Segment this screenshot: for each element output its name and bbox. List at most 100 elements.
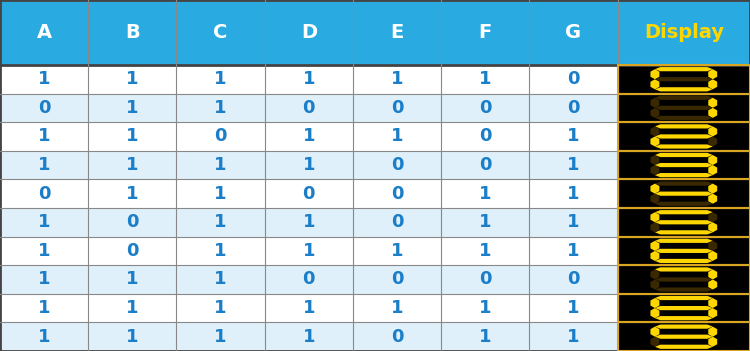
Text: 1: 1: [479, 70, 491, 88]
Text: 1: 1: [391, 70, 404, 88]
Bar: [176, 151, 265, 179]
Bar: [265, 122, 353, 151]
Text: 0: 0: [479, 156, 491, 174]
Polygon shape: [655, 249, 712, 253]
Text: G: G: [566, 23, 581, 42]
Polygon shape: [655, 306, 712, 310]
Bar: [441, 294, 530, 322]
Bar: [530, 65, 618, 94]
Polygon shape: [708, 270, 717, 279]
Text: 0: 0: [567, 271, 580, 289]
Bar: [0, 322, 88, 351]
Bar: [0, 237, 88, 265]
Text: 0: 0: [567, 70, 580, 88]
Bar: [88, 265, 176, 294]
Bar: [265, 94, 353, 122]
Text: 1: 1: [214, 242, 226, 260]
Bar: [0, 208, 88, 237]
Polygon shape: [650, 212, 659, 222]
Text: 0: 0: [38, 99, 50, 117]
Text: B: B: [125, 23, 140, 42]
Text: 1: 1: [567, 242, 580, 260]
Text: 1: 1: [214, 299, 226, 317]
Bar: [530, 265, 618, 294]
Bar: [176, 179, 265, 208]
Text: 1: 1: [214, 271, 226, 289]
Polygon shape: [650, 184, 659, 194]
Bar: [618, 151, 750, 179]
Polygon shape: [650, 251, 659, 261]
Text: 1: 1: [126, 70, 139, 88]
Bar: [353, 265, 441, 294]
Bar: [265, 208, 353, 237]
FancyBboxPatch shape: [441, 0, 530, 65]
Bar: [265, 294, 353, 322]
Bar: [618, 65, 750, 94]
Bar: [88, 65, 176, 94]
Bar: [176, 322, 265, 351]
Bar: [618, 294, 750, 322]
Text: 1: 1: [479, 185, 491, 203]
Polygon shape: [708, 308, 717, 318]
Polygon shape: [655, 277, 712, 282]
Polygon shape: [650, 308, 659, 318]
Text: E: E: [391, 23, 404, 42]
Text: 1: 1: [126, 328, 139, 346]
Polygon shape: [708, 241, 717, 251]
Bar: [176, 65, 265, 94]
Text: 1: 1: [38, 328, 50, 346]
Bar: [353, 208, 441, 237]
Polygon shape: [650, 69, 659, 79]
Bar: [265, 265, 353, 294]
Polygon shape: [655, 220, 712, 224]
Text: 1: 1: [302, 299, 315, 317]
Polygon shape: [655, 67, 712, 71]
Text: 0: 0: [302, 271, 315, 289]
Bar: [441, 208, 530, 237]
Polygon shape: [650, 137, 659, 146]
Text: 1: 1: [214, 213, 226, 231]
Bar: [441, 94, 530, 122]
Bar: [88, 94, 176, 122]
Polygon shape: [708, 251, 717, 261]
Polygon shape: [655, 153, 712, 157]
Text: 1: 1: [126, 299, 139, 317]
Polygon shape: [650, 165, 659, 175]
Polygon shape: [655, 345, 712, 349]
Bar: [441, 322, 530, 351]
Polygon shape: [650, 270, 659, 279]
Bar: [530, 237, 618, 265]
Bar: [441, 265, 530, 294]
Polygon shape: [650, 79, 659, 89]
Text: 1: 1: [214, 185, 226, 203]
Text: 0: 0: [302, 185, 315, 203]
Polygon shape: [655, 325, 712, 329]
Polygon shape: [655, 181, 712, 186]
Text: 1: 1: [567, 328, 580, 346]
Bar: [0, 151, 88, 179]
Polygon shape: [708, 79, 717, 89]
Bar: [618, 122, 750, 151]
Text: 0: 0: [302, 99, 315, 117]
FancyBboxPatch shape: [176, 0, 265, 65]
Bar: [618, 322, 750, 351]
Bar: [0, 94, 88, 122]
Text: 1: 1: [214, 156, 226, 174]
Polygon shape: [650, 327, 659, 337]
Bar: [0, 179, 88, 208]
Bar: [0, 294, 88, 322]
Bar: [441, 237, 530, 265]
Polygon shape: [655, 316, 712, 320]
Text: 1: 1: [391, 242, 404, 260]
Bar: [530, 294, 618, 322]
Bar: [0, 265, 88, 294]
Bar: [618, 151, 750, 179]
Polygon shape: [655, 210, 712, 214]
Polygon shape: [650, 108, 659, 118]
Bar: [618, 208, 750, 237]
Text: 0: 0: [567, 99, 580, 117]
Text: 1: 1: [38, 213, 50, 231]
Text: 0: 0: [391, 213, 404, 231]
Bar: [176, 94, 265, 122]
Polygon shape: [708, 194, 717, 204]
